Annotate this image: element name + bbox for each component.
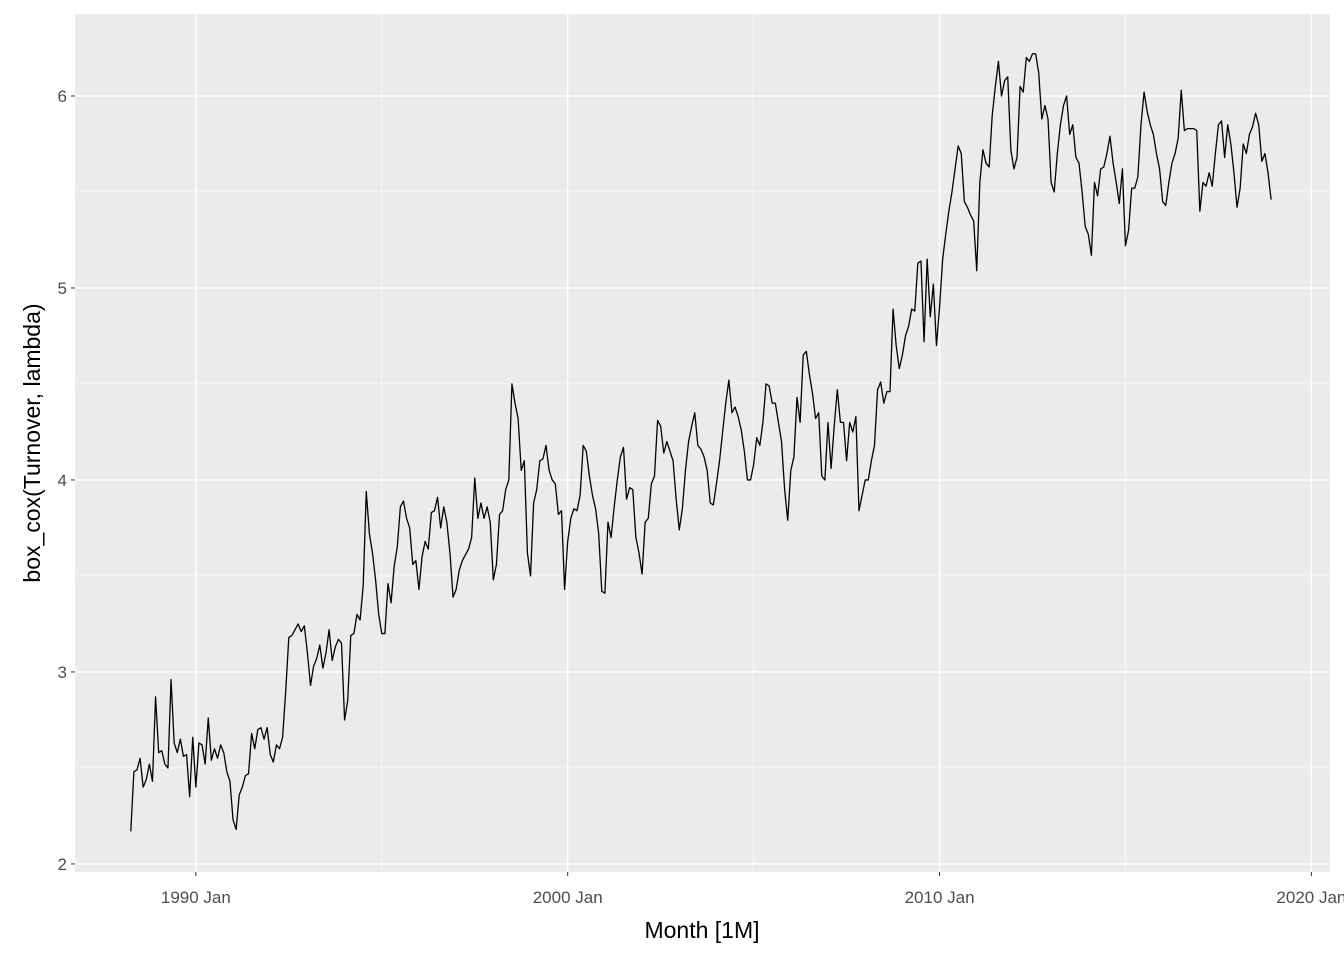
y-tick-label: 5 [58,279,67,298]
grid [75,14,1330,872]
x-tick-label: 2020 Jan [1276,888,1344,907]
x-tick-label: 1990 Jan [161,888,231,907]
x-axis-title: Month [1M] [644,917,759,943]
y-tick-label: 2 [58,855,67,874]
y-tick-label: 6 [58,87,67,106]
x-tick-label: 2000 Jan [533,888,603,907]
panel-background [75,14,1330,872]
axes: 2 3 4 5 6 1990 Jan 2000 Jan 2010 Jan 2020 Jan [58,87,1344,907]
y-tick-label: 3 [58,663,67,682]
data-line [130,53,1272,832]
marks [130,53,1272,832]
x-tick-label: 2010 Jan [905,888,975,907]
y-tick-label: 4 [58,471,67,490]
y-axis-title: box_cox(Turnover, lambda) [19,303,45,582]
